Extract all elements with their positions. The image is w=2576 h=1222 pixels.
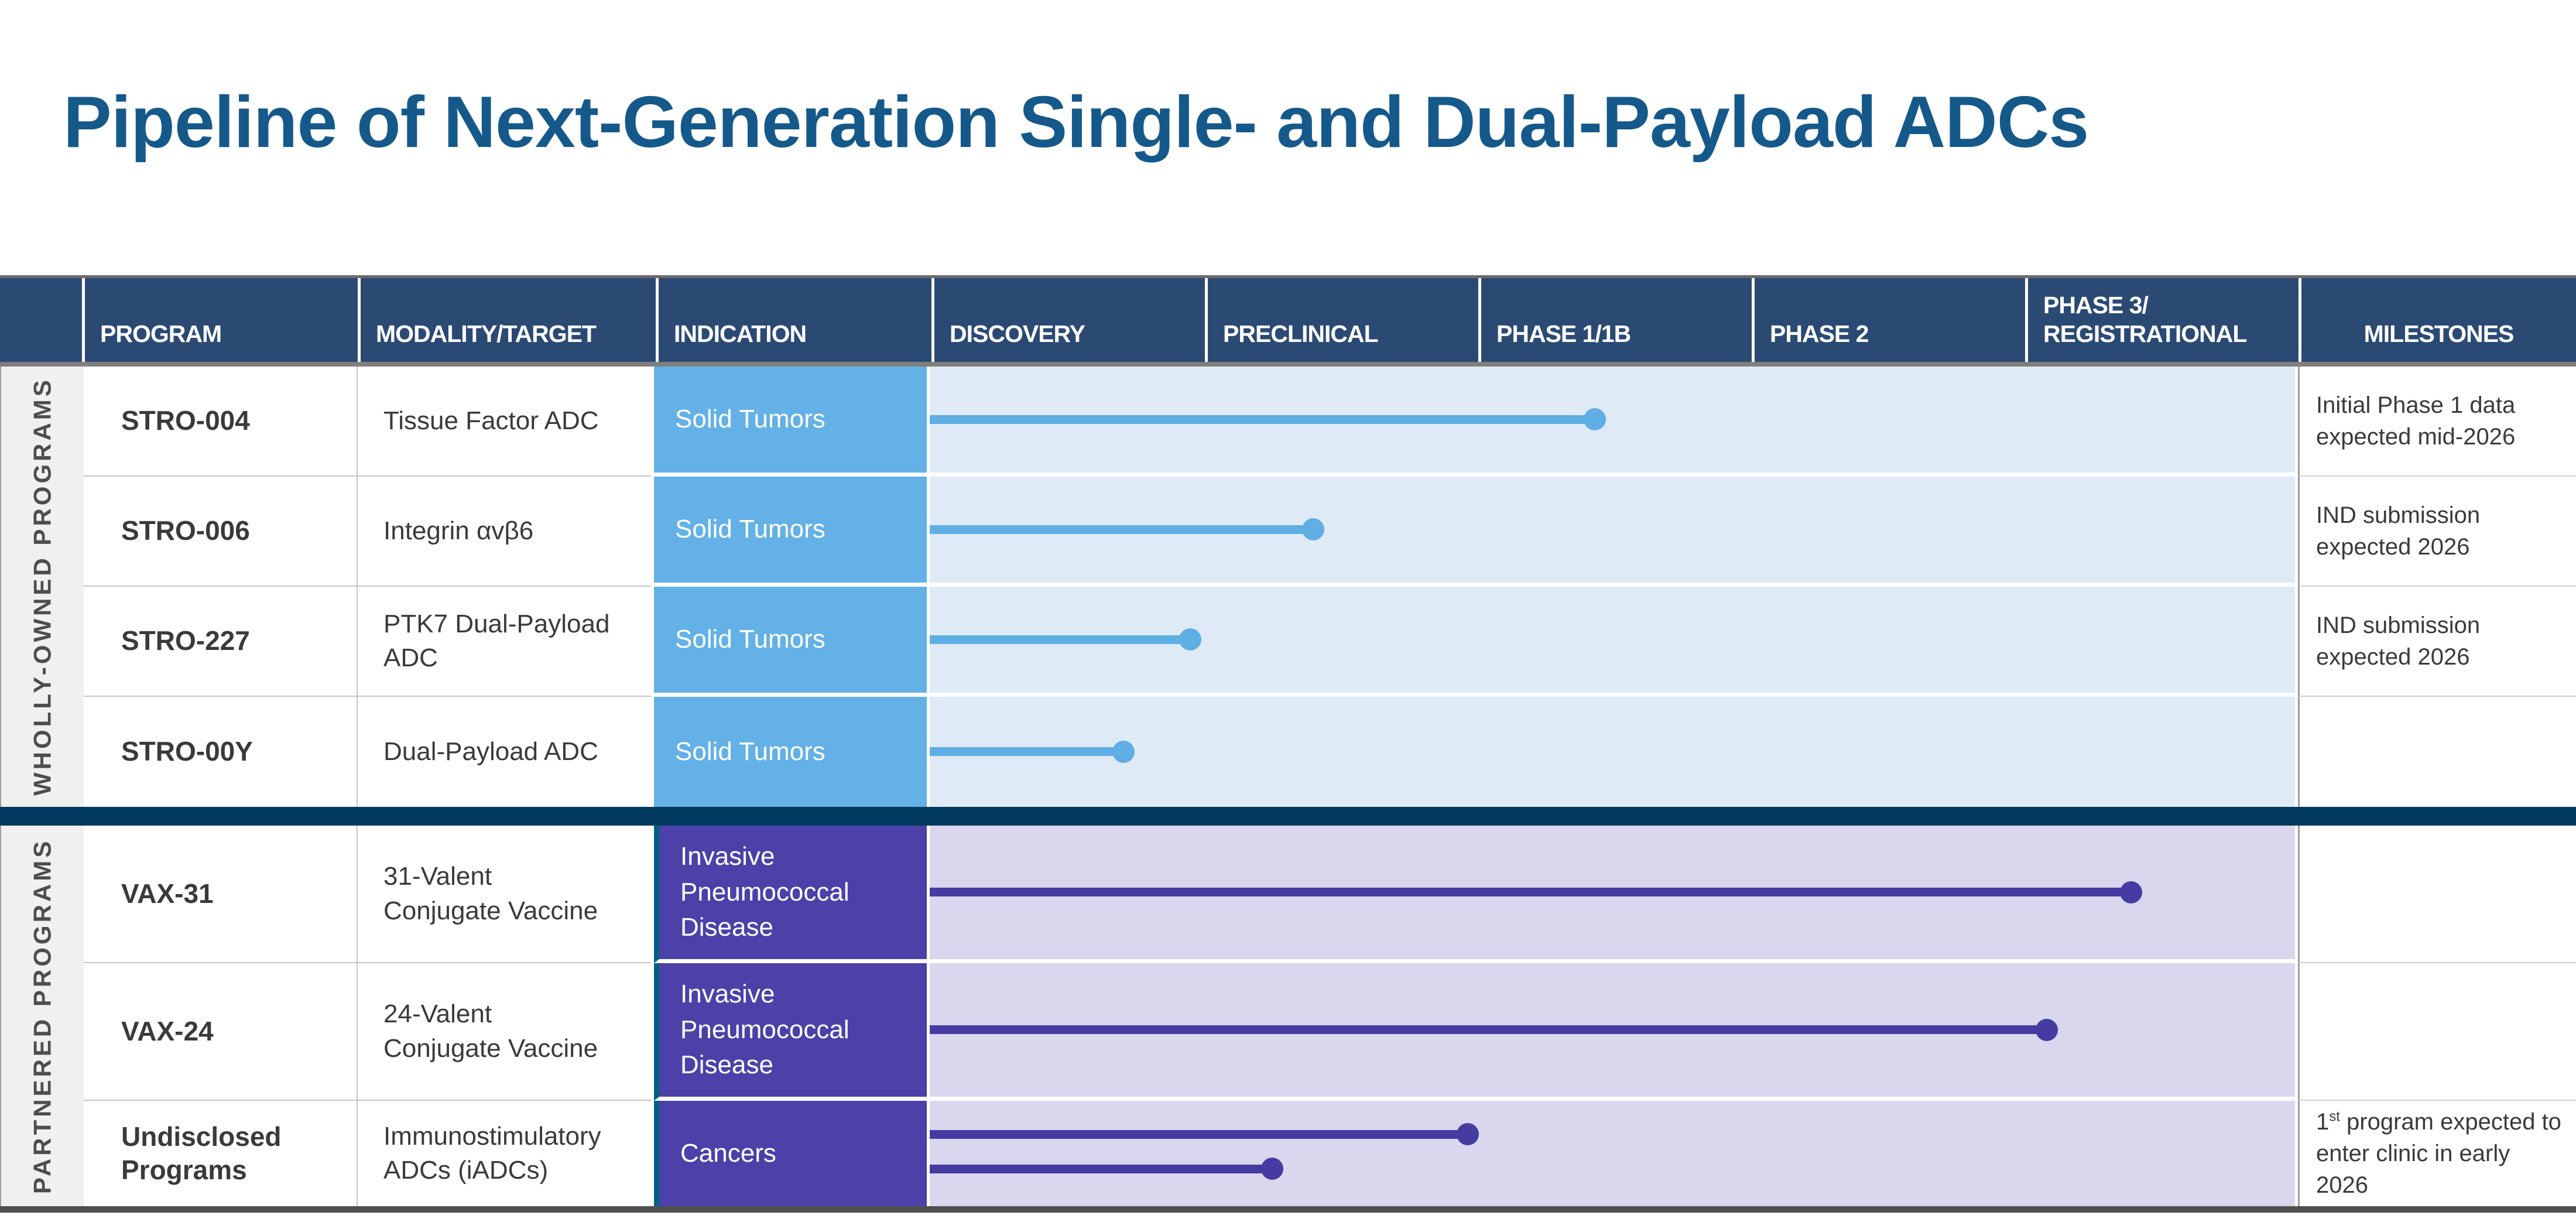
milestone-cell [2298, 963, 2576, 1101]
program-cell: STRO-227 [84, 587, 358, 697]
progress-bar [930, 1129, 1468, 1139]
table-bottom-border [0, 1206, 2576, 1213]
column-header-program: PROGRAM [85, 278, 358, 362]
progress-bar [930, 1164, 1273, 1173]
modality-cell: PTK7 Dual-Payload ADC [358, 587, 651, 697]
program-cell: STRO-004 [84, 367, 358, 477]
column-header-preclinical: PRECLINICAL [1208, 278, 1478, 362]
indication-cell: Invasive Pneumococcal Disease [654, 826, 927, 963]
section-label-partnered: PARTNERED PROGRAMS [0, 826, 84, 1206]
milestone-text: 1st program expected to enter clinic in … [2316, 1108, 2561, 1198]
phase-track [930, 1101, 2295, 1206]
indication-cell: Solid Tumors [654, 697, 927, 807]
milestone-cell: IND submission expected 2026 [2298, 477, 2576, 587]
milestone-cell: Initial Phase 1 data expected mid-2026 [2298, 367, 2576, 477]
program-cell: VAX-31 [84, 826, 358, 963]
section-divider [0, 807, 2576, 826]
modality-cell: Tissue Factor ADC [358, 367, 651, 477]
table-row-undisclosed-programs: Undisclosed Programs Immunostimulatory A… [84, 1101, 2576, 1206]
column-header-phase-1-1b: PHASE 1/1B [1481, 278, 1752, 362]
section-rows: STRO-004 Tissue Factor ADC Solid Tumors … [84, 367, 2576, 807]
section-label-wholly-owned: WHOLLY-OWNED PROGRAMS [0, 367, 84, 807]
progress-bar [930, 888, 2132, 896]
modality-cell: 24-Valent Conjugate Vaccine [358, 963, 651, 1101]
section-partnered: PARTNERED PROGRAMS VAX-31 31-Valent Conj… [0, 826, 2576, 1206]
program-cell: VAX-24 [84, 963, 358, 1101]
milestone-cell: IND submission expected 2026 [2298, 587, 2576, 697]
progress-bar [930, 1025, 2047, 1034]
modality-cell: Immunostimulatory ADCs (iADCs) [383, 1121, 601, 1185]
milestone-text: Initial Phase 1 data expected mid-2026 [2316, 392, 2516, 450]
milestone-text: IND submission expected 2026 [2316, 502, 2481, 560]
indication-cell: Invasive Pneumococcal Disease [654, 963, 927, 1101]
phase-track [930, 477, 2295, 587]
progress-bar [930, 525, 1314, 534]
table-row-vax-31: VAX-31 31-Valent Conjugate Vaccine Invas… [84, 826, 2576, 963]
phase-track [930, 697, 2295, 807]
header-cell-section-spacer [0, 278, 82, 362]
program-cell: Undisclosed Programs [84, 1101, 358, 1206]
page-title: Pipeline of Next-Generation Single- and … [63, 82, 2089, 163]
program-cell: STRO-006 [84, 477, 358, 587]
milestone-cell [2298, 697, 2576, 807]
table-header-row: PROGRAM MODALITY/TARGET INDICATION DISCO… [0, 275, 2576, 367]
indication-cell: Cancers [654, 1101, 927, 1206]
modality-cell: Dual-Payload ADC [383, 737, 598, 766]
milestone-text: IND submission expected 2026 [2316, 612, 2481, 670]
pipeline-table: PROGRAM MODALITY/TARGET INDICATION DISCO… [0, 275, 2576, 1213]
column-header-phase-2: PHASE 2 [1755, 278, 2025, 362]
phase-track [930, 367, 2295, 477]
column-header-modality-target: MODALITY/TARGET [361, 278, 656, 362]
ordinal-superscript: st [2329, 1108, 2340, 1125]
table-row-stro-004: STRO-004 Tissue Factor ADC Solid Tumors … [84, 367, 2576, 477]
section-rows: VAX-31 31-Valent Conjugate Vaccine Invas… [84, 826, 2576, 1206]
phase-track [930, 963, 2295, 1101]
column-header-milestones: MILESTONES [2301, 278, 2576, 362]
program-cell: STRO-00Y [84, 697, 358, 807]
milestone-cell [2298, 826, 2576, 963]
table-row-vax-24: VAX-24 24-Valent Conjugate Vaccine Invas… [84, 963, 2576, 1101]
column-header-indication: INDICATION [659, 278, 931, 362]
section-wholly-owned: WHOLLY-OWNED PROGRAMS STRO-004 Tissue Fa… [0, 367, 2576, 807]
progress-bar [930, 415, 1595, 424]
indication-cell: Solid Tumors [654, 587, 927, 697]
progress-bar [930, 747, 1124, 756]
phase-track [930, 587, 2295, 697]
table-row-stro-006: STRO-006 Integrin αvβ6 Solid Tumors IND … [84, 477, 2576, 587]
table-row-stro-227: STRO-227 PTK7 Dual-Payload ADC Solid Tum… [84, 587, 2576, 697]
milestone-cell: 1st program expected to enter clinic in … [2298, 1101, 2576, 1206]
progress-bar [930, 635, 1191, 644]
modality-cell: 31-Valent Conjugate Vaccine [358, 826, 651, 963]
indication-cell: Solid Tumors [654, 477, 927, 587]
column-header-discovery: DISCOVERY [934, 278, 1205, 362]
column-header-phase-3-registrational: PHASE 3/ REGISTRATIONAL [2028, 278, 2298, 362]
phase-track [930, 826, 2295, 963]
indication-cell: Solid Tumors [654, 367, 927, 477]
table-row-stro-00y: STRO-00Y Dual-Payload ADC Solid Tumors [84, 697, 2576, 807]
modality-cell: Integrin αvβ6 [358, 477, 651, 587]
